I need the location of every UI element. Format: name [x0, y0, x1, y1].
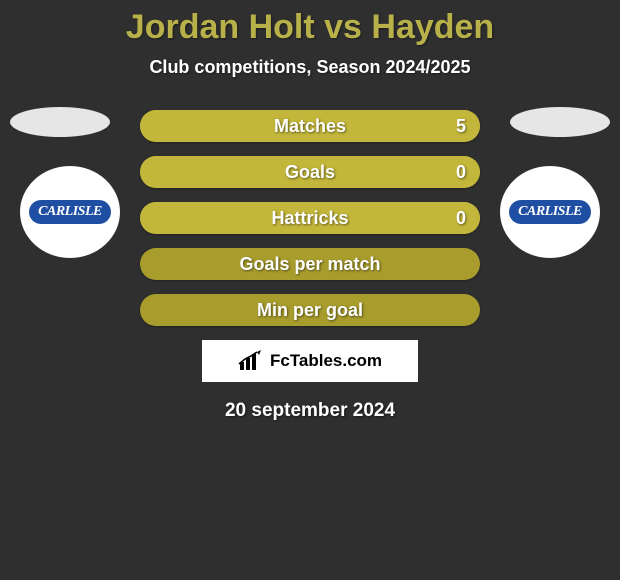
brand-text: FcTables.com	[270, 351, 382, 371]
player-left-silhouette	[10, 107, 110, 137]
club-right-circle: CARLISLE	[500, 166, 600, 258]
stat-label: Goals	[140, 156, 480, 188]
stat-label: Matches	[140, 110, 480, 142]
player-right-silhouette	[510, 107, 610, 137]
comparison-stage: CARLISLE CARLISLE Matches 5 Goals 0 Hatt…	[0, 110, 620, 422]
stat-right-value: 5	[456, 110, 466, 142]
comparison-title: Jordan Holt vs Hayden	[0, 0, 620, 47]
stat-right-value: 0	[456, 202, 466, 234]
stat-row: Matches 5	[140, 110, 480, 142]
stat-label: Min per goal	[140, 294, 480, 326]
club-left-badge: CARLISLE	[29, 200, 111, 224]
stat-row: Goals per match	[140, 248, 480, 280]
brand-box: FcTables.com	[202, 340, 418, 382]
club-right-badge: CARLISLE	[509, 200, 591, 224]
stat-row: Min per goal	[140, 294, 480, 326]
snapshot-date: 20 september 2024	[0, 400, 620, 422]
bar-chart-icon	[238, 350, 264, 372]
stat-row: Goals 0	[140, 156, 480, 188]
club-left-circle: CARLISLE	[20, 166, 120, 258]
stat-row: Hattricks 0	[140, 202, 480, 234]
stat-right-value: 0	[456, 156, 466, 188]
comparison-subtitle: Club competitions, Season 2024/2025	[0, 57, 620, 78]
stat-label: Hattricks	[140, 202, 480, 234]
stat-bars: Matches 5 Goals 0 Hattricks 0 Goals per …	[140, 110, 480, 326]
stat-label: Goals per match	[140, 248, 480, 280]
